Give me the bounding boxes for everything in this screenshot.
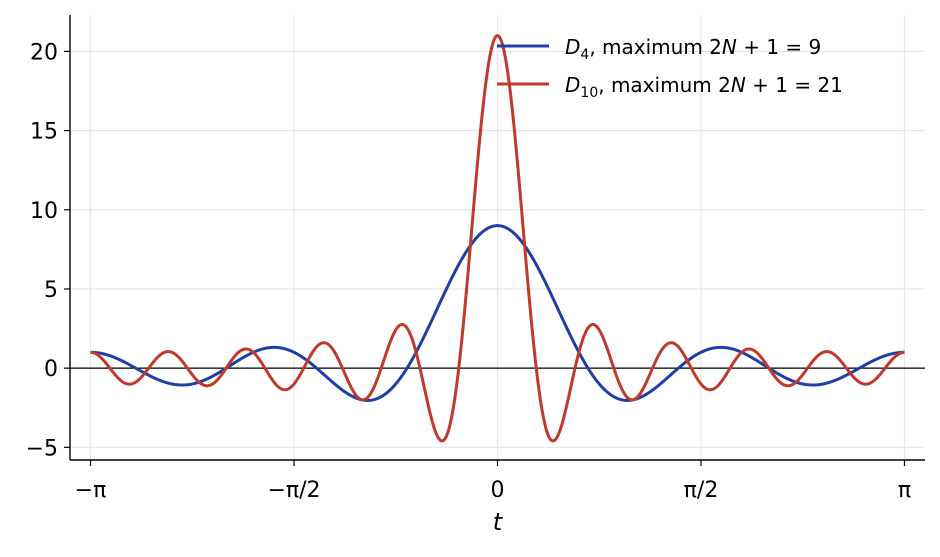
legend-label-0: D4, maximum 2N + 1 = 9: [565, 35, 821, 63]
x-tick-label: −π/2: [267, 478, 320, 503]
y-tick-label: 5: [44, 278, 58, 303]
y-tick-label: 10: [30, 199, 58, 224]
x-tick-label: 0: [491, 478, 505, 503]
legend: D4, maximum 2N + 1 = 9 D10, maximum 2N + …: [497, 35, 843, 101]
y-tick-label: −5: [26, 436, 58, 461]
x-tick-label: π: [898, 478, 911, 503]
legend-label-1: D10, maximum 2N + 1 = 21: [565, 73, 843, 101]
tick-labels: −π −π/2 0 π/2 π −5 0 5 10 15 20: [26, 40, 912, 503]
axes: [64, 15, 925, 466]
x-axis-label: t: [493, 508, 504, 536]
x-tick-label: −π: [75, 478, 107, 503]
y-tick-label: 0: [44, 357, 58, 382]
y-tick-label: 15: [30, 120, 58, 145]
series-line-1: [89, 34, 906, 443]
y-tick-label: 20: [30, 40, 58, 65]
series-layer: [89, 34, 906, 443]
x-tick-label: π/2: [684, 478, 719, 503]
